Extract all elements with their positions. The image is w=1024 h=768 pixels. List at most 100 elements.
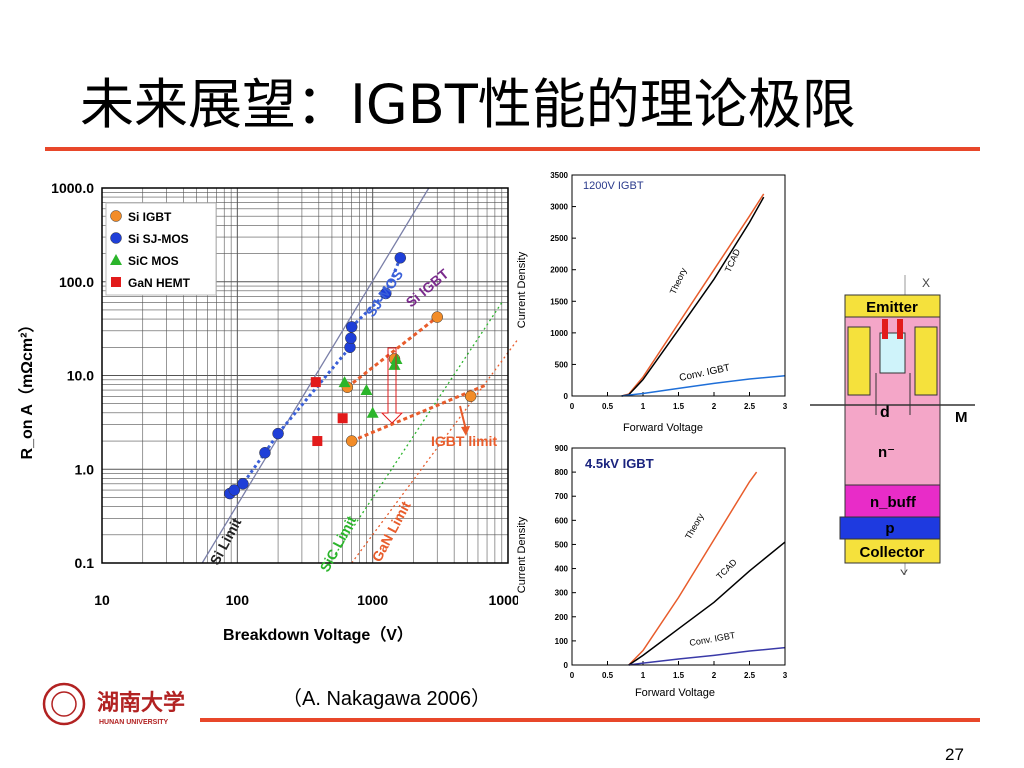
- x-axis-label: Forward Voltage: [623, 422, 703, 434]
- legend-label: Si IGBT: [128, 210, 172, 224]
- x-axis-label: Breakdown Voltage（V）: [223, 626, 413, 644]
- x-tick-label: 10000: [489, 592, 518, 608]
- series-line: [628, 541, 786, 666]
- y-tick-label: 500: [555, 360, 569, 369]
- x-tick-label: 2: [712, 402, 717, 411]
- n-buffer-layer: [844, 484, 941, 518]
- improvement-arrow: [380, 347, 404, 424]
- chart-lines: [628, 471, 786, 666]
- y-axis-label: R_on A（mΩcm²）: [18, 317, 36, 460]
- y-tick-label: 100: [555, 637, 569, 646]
- igbt-limit-arrow: [459, 405, 467, 431]
- chart-title: 4.5kV IGBT: [585, 456, 654, 471]
- data-point: [237, 478, 249, 490]
- seal-icon: [42, 682, 86, 726]
- legend-label: GaN HEMT: [128, 276, 191, 290]
- data-point: [310, 377, 321, 388]
- igbt-cross-section: X Y Emitter d M n⁻ n_buff p Collector: [810, 275, 975, 575]
- y-tick-label: 2500: [550, 234, 568, 243]
- conv-igbt-label: Conv. IGBT: [678, 362, 731, 383]
- conv-igbt-label: Conv. IGBT: [689, 630, 737, 648]
- collector-label: Collector: [859, 544, 924, 561]
- y-tick-label: 700: [555, 492, 569, 501]
- legend-label: Si SJ-MOS: [128, 232, 189, 246]
- igbt-limit-label: IGBT limit: [431, 433, 497, 449]
- chart-lines: [621, 193, 786, 397]
- series-line: [628, 471, 758, 666]
- legend-marker: [110, 254, 122, 265]
- y-axis-label: Current Density: [516, 516, 528, 593]
- emitter-label: Emitter: [866, 299, 918, 316]
- seal-inner-icon: [51, 691, 77, 717]
- y-tick-label: 500: [555, 540, 569, 549]
- y-tick-label: 1.0: [75, 461, 95, 477]
- y-tick-label: 300: [555, 589, 569, 598]
- data-point: [338, 376, 351, 388]
- data-point: [394, 252, 407, 264]
- legend-label: SiC MOS: [128, 254, 179, 268]
- x-tick-label: 0.5: [602, 671, 614, 680]
- x-marker-label: X: [922, 276, 930, 290]
- y-tick-label: 0.1: [75, 555, 95, 571]
- y-tick-label: 3500: [550, 171, 568, 180]
- plot-frame: [571, 447, 786, 666]
- data-point: [388, 358, 401, 370]
- x-tick-label: 2: [712, 671, 717, 680]
- series-line: [621, 375, 786, 397]
- ron-vs-breakdown-chart: 1000.0 100.0 10.0 1.0 0.1 10 100 1000 10000 R_o…: [18, 180, 518, 644]
- sic-limit-label: SiC Limit: [317, 513, 360, 574]
- data-point: [431, 311, 443, 323]
- footer-divider: [200, 718, 980, 722]
- y-tick-label: 100.0: [59, 274, 94, 290]
- collector-layer: [844, 538, 941, 564]
- university-logo: 湖南大学 HUNAN UNIVERSITY: [42, 680, 212, 730]
- d-label: d: [880, 404, 890, 421]
- igbt-4500v-chart: 0 0.5 1 1.5 2 2.5 3 0 100 200 300 400 500 600 700 800 90…: [516, 444, 788, 699]
- legend: Si IGBT Si SJ-MOS SiC MOS GaN HEMT: [105, 202, 217, 296]
- legend-marker: [110, 210, 122, 222]
- data-point: [337, 413, 348, 424]
- theory-label: Theory: [683, 511, 706, 541]
- x-tick-label: 2.5: [744, 402, 756, 411]
- igbt-1200v-chart: 0 0.5 1 1.5 2 2.5 3 0 500 1000 1500 2000 2500 3000 350…: [516, 171, 788, 434]
- page-number: 27: [945, 745, 964, 764]
- left-n-plus: [882, 319, 888, 339]
- y-tick-label: 600: [555, 516, 569, 525]
- title-divider: [45, 147, 980, 151]
- logo-graphic: 湖南大学 HUNAN UNIVERSITY: [42, 682, 185, 726]
- series-line: [621, 193, 765, 397]
- logo-name-cn: 湖南大学: [97, 690, 185, 715]
- right-gate: [914, 326, 938, 396]
- x-tick-label: 0: [570, 402, 575, 411]
- limit-line: [346, 315, 439, 389]
- sj-mos-label: SJ-MOS: [362, 267, 406, 320]
- x-tick-labels: 10 100 1000 10000: [94, 592, 518, 608]
- si-igbt-limit-label: Si IGBT: [403, 265, 452, 310]
- y-tick-labels: 1000.0 100.0 10.0 1.0 0.1: [51, 180, 94, 571]
- y-tick-label: 1500: [550, 297, 568, 306]
- si-limit-label: Si Limit: [207, 515, 245, 567]
- limit-line: [328, 302, 503, 564]
- y-tick-label: 3000: [550, 203, 568, 212]
- limit-line: [201, 187, 430, 564]
- data-point: [360, 384, 373, 396]
- limit-line: [351, 338, 518, 564]
- n-buff-label: n_buff: [870, 494, 917, 511]
- y-tick-label: 400: [555, 565, 569, 574]
- p-base: [879, 332, 906, 374]
- x-tick-label: 100: [226, 592, 250, 608]
- x-tick-label: 3: [783, 671, 788, 680]
- series-line: [628, 646, 786, 666]
- data-point: [380, 287, 392, 300]
- left-gate: [847, 326, 871, 396]
- y-tick-label: 10.0: [67, 368, 94, 384]
- legend-box: [105, 202, 217, 296]
- legend-marker: [111, 277, 121, 287]
- y-marker-label: Y: [900, 567, 908, 575]
- data-point: [345, 435, 358, 447]
- x-tick-label: 3: [783, 402, 788, 411]
- x-tick-label: 1.5: [673, 402, 685, 411]
- x-tick-label: 1: [641, 402, 646, 411]
- p-label: p: [885, 520, 894, 537]
- data-points: [224, 252, 477, 500]
